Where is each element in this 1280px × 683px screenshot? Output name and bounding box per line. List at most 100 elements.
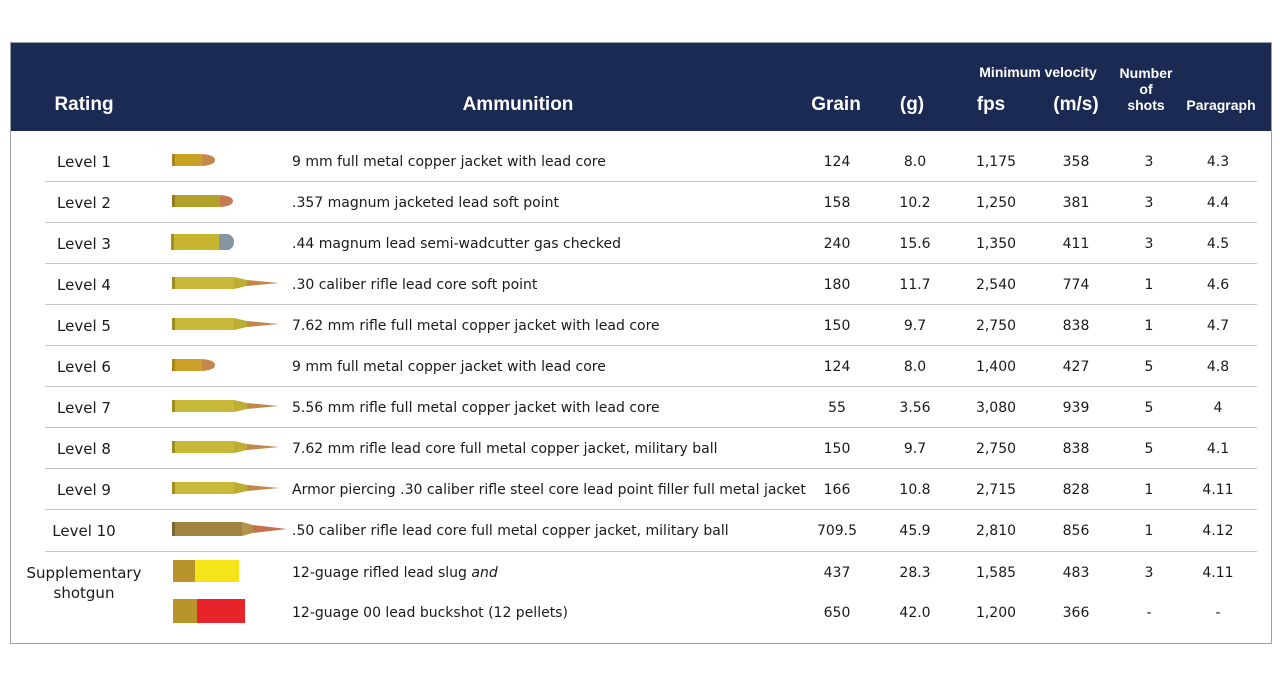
pistol-round-icon xyxy=(171,151,217,173)
ms-cell: 483 xyxy=(1062,564,1090,581)
fps-cell: 1,585 xyxy=(975,564,1017,581)
grain-cell: 240 xyxy=(823,235,851,252)
shots-cell: 3 xyxy=(1144,564,1154,581)
fps-cell: 3,080 xyxy=(975,399,1017,416)
header-shots-2: of xyxy=(1139,81,1153,97)
paragraph-cell: 4.11 xyxy=(1202,564,1234,581)
header-grams: (g) xyxy=(899,94,925,115)
grain-cell: 437 xyxy=(823,564,851,581)
rating-cell: Level 7 xyxy=(57,398,111,417)
fps-cell: 1,175 xyxy=(975,153,1017,170)
fps-cell: 1,200 xyxy=(975,604,1017,621)
ammunition-cell: .44 magnum lead semi-wadcutter gas check… xyxy=(292,236,621,252)
fps-cell: 2,750 xyxy=(975,317,1017,334)
ammunition-text: 9 mm full metal copper jacket with lead … xyxy=(292,153,606,170)
table-row: Level 5 7.62 mm rifle full metal copper j… xyxy=(11,305,1271,346)
shots-cell: 1 xyxy=(1144,481,1154,498)
header-min-velocity: Minimum velocity xyxy=(979,64,1097,80)
rifle-round-icon xyxy=(171,398,281,418)
paragraph-cell: 4.1 xyxy=(1206,440,1230,457)
fps-cell: 1,250 xyxy=(975,194,1017,211)
row-separator xyxy=(45,181,1257,182)
grain-cell: 150 xyxy=(823,317,851,334)
magnum-round-icon xyxy=(171,192,235,214)
rating-cell: Level 1 xyxy=(57,152,111,171)
ms-cell: 381 xyxy=(1062,194,1090,211)
ammunition-text: .357 magnum jacketed lead soft point xyxy=(292,194,559,211)
grams-cell: 9.7 xyxy=(903,317,927,334)
pistol-round-icon xyxy=(171,356,217,378)
grams-cell: 9.7 xyxy=(903,440,927,457)
shots-cell: 1 xyxy=(1144,522,1154,539)
fps-cell: 2,750 xyxy=(975,440,1017,457)
paragraph-cell: 4.3 xyxy=(1206,153,1230,170)
fps-cell: 1,400 xyxy=(975,358,1017,375)
table-row: Level 3 .44 magnum lead semi-wadcutter ga… xyxy=(11,223,1271,264)
table-row: Level 2 .357 magnum jacketed lead soft po… xyxy=(11,182,1271,223)
wadcutter-round-icon xyxy=(170,231,236,257)
header-ms: (m/s) xyxy=(1053,94,1099,115)
ms-cell: 939 xyxy=(1062,399,1090,416)
shots-cell: 5 xyxy=(1144,440,1154,457)
shots-cell: 3 xyxy=(1144,194,1154,211)
ammunition-cell: .50 caliber rifle lead core full metal c… xyxy=(292,523,729,539)
supplementary-line-2: shotgun xyxy=(53,584,115,602)
shots-cell: 3 xyxy=(1144,235,1154,252)
grams-cell: 45.9 xyxy=(899,522,931,539)
ms-cell: 358 xyxy=(1062,153,1090,170)
ammunition-cell: Armor piercing .30 caliber rifle steel c… xyxy=(292,482,806,498)
rating-cell: Level 8 xyxy=(57,439,111,458)
grams-cell: 3.56 xyxy=(899,399,931,416)
rating-cell: Level 4 xyxy=(57,275,111,294)
paragraph-cell: 4.7 xyxy=(1206,317,1230,334)
paragraph-cell: 4.4 xyxy=(1206,194,1230,211)
shots-cell: 5 xyxy=(1144,358,1154,375)
grams-cell: 10.8 xyxy=(899,481,931,498)
shots-cell: - xyxy=(1146,604,1152,621)
header-ammunition: Ammunition xyxy=(462,94,574,115)
shotgun-shell-red-icon xyxy=(172,598,246,628)
row-separator xyxy=(45,427,1257,428)
ballistic-rating-table: Rating Ammunition Grain (g) Minimum velo… xyxy=(10,42,1272,644)
rating-cell: Level 10 xyxy=(52,521,116,540)
paragraph-cell: 4.6 xyxy=(1206,276,1230,293)
ms-cell: 838 xyxy=(1062,440,1090,457)
ms-cell: 856 xyxy=(1062,522,1090,539)
grams-cell: 10.2 xyxy=(899,194,931,211)
grams-cell: 42.0 xyxy=(899,604,931,621)
header-grain: Grain xyxy=(811,94,861,115)
grain-cell: 55 xyxy=(828,399,846,416)
paragraph-cell: 4.5 xyxy=(1206,235,1230,252)
rifle-round-icon xyxy=(171,316,281,336)
rifle-round-icon xyxy=(171,275,281,295)
grams-cell: 28.3 xyxy=(899,564,931,581)
header-shots-3: shots xyxy=(1127,97,1165,113)
table-row: Level 4 .30 caliber rifle lead core soft … xyxy=(11,264,1271,305)
table-header: Rating Ammunition Grain (g) Minimum velo… xyxy=(11,43,1271,131)
large-rifle-round-icon xyxy=(171,519,289,543)
row-separator xyxy=(45,222,1257,223)
ammunition-text: Armor piercing .30 caliber rifle steel c… xyxy=(292,481,806,498)
ammunition-cell: .357 magnum jacketed lead soft point xyxy=(292,195,559,211)
grain-cell: 709.5 xyxy=(816,522,858,539)
header-fps: fps xyxy=(976,94,1006,115)
grain-cell: 124 xyxy=(823,358,851,375)
grain-cell: 124 xyxy=(823,153,851,170)
header-paragraph: Paragraph xyxy=(1186,97,1256,113)
ammunition-text: 12-guage 00 lead buckshot (12 pellets) xyxy=(292,604,568,621)
header-shots-1: Number xyxy=(1119,65,1173,81)
paragraph-cell: 4.12 xyxy=(1202,522,1234,539)
fps-cell: 2,715 xyxy=(975,481,1017,498)
fps-cell: 2,810 xyxy=(975,522,1017,539)
rating-cell: Level 9 xyxy=(57,480,111,499)
row-separator xyxy=(45,345,1257,346)
ammunition-cell: 12-guage rifled lead slug and xyxy=(292,565,498,581)
ms-cell: 828 xyxy=(1062,481,1090,498)
grams-cell: 8.0 xyxy=(903,358,927,375)
shots-cell: 3 xyxy=(1144,153,1154,170)
ammunition-text: 7.62 mm rifle full metal copper jacket w… xyxy=(292,317,660,334)
header-rating: Rating xyxy=(54,94,114,115)
grams-cell: 8.0 xyxy=(903,153,927,170)
rating-cell: Level 3 xyxy=(57,234,111,253)
rating-cell: Level 5 xyxy=(57,316,111,335)
